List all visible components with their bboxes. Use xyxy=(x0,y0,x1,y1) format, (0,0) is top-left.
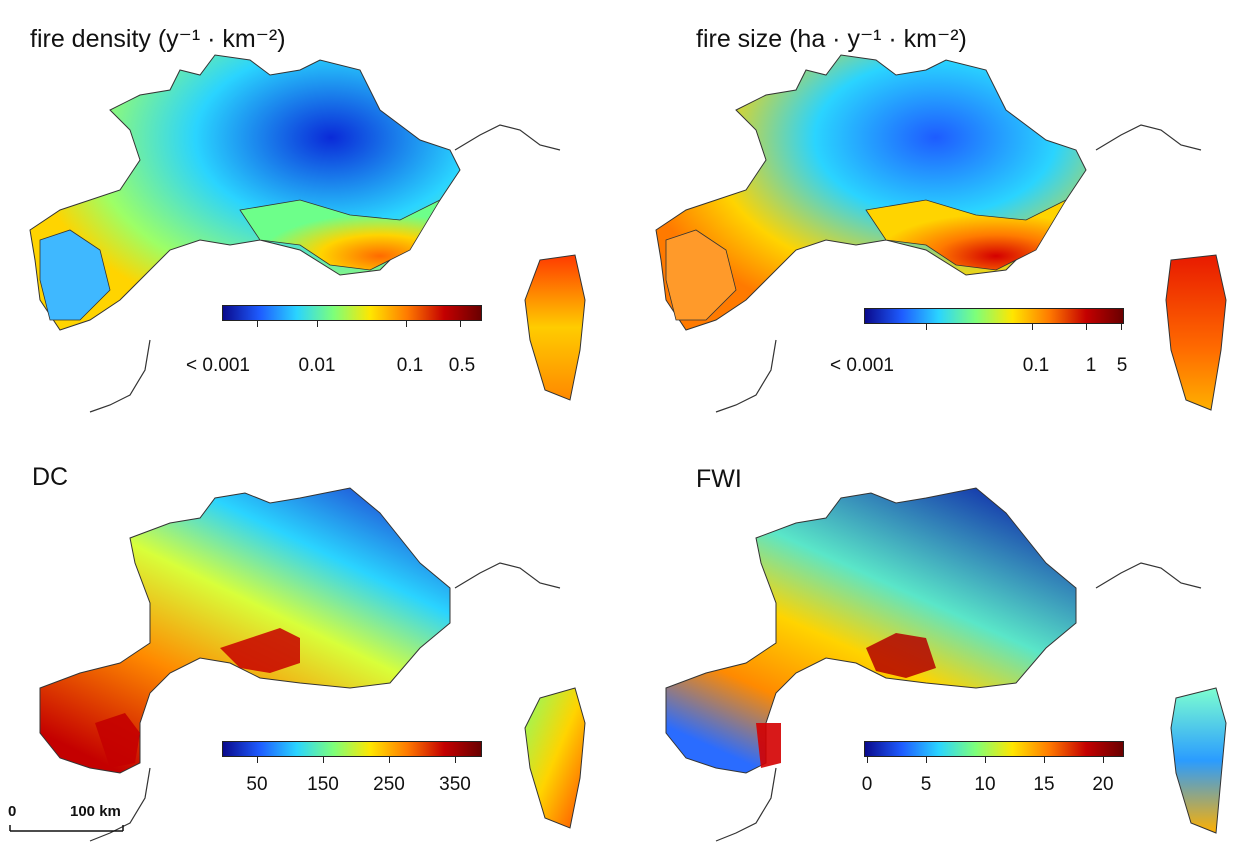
scale-bar xyxy=(9,825,124,832)
scale-bar-end-label: 100 km xyxy=(70,803,121,820)
panel-title: DC xyxy=(32,463,68,492)
title-unit: (y⁻¹ · km⁻²) xyxy=(157,25,286,53)
title-main: fire size xyxy=(696,25,783,53)
colorbar-label: 5 xyxy=(1116,355,1128,376)
colorbar-tick xyxy=(867,757,868,763)
colorbar-label: 50 xyxy=(246,774,268,795)
colorbar-tick xyxy=(460,321,461,327)
colorbar-tick xyxy=(985,757,986,763)
colorbar xyxy=(864,741,1124,757)
title-main: DC xyxy=(32,463,69,491)
map-dc xyxy=(39,487,586,842)
scale-bar-start-label: 0 xyxy=(8,803,17,820)
colorbar-label: 1 xyxy=(1085,355,1097,376)
map-fire-size xyxy=(655,54,1227,413)
title-main: FWI xyxy=(696,465,742,493)
panel-fire-density: fire density (y⁻¹ · km⁻²) < 0.001 0.01 0… xyxy=(0,0,626,423)
colorbar-tick xyxy=(257,757,258,763)
colorbar-tick xyxy=(257,321,258,327)
colorbar-label: 0.5 xyxy=(448,355,476,376)
colorbar-label: 0.01 xyxy=(298,355,336,376)
map-fwi xyxy=(665,487,1227,842)
colorbar-label: 150 xyxy=(307,774,339,795)
colorbar-tick xyxy=(455,757,456,763)
map-fire-density xyxy=(29,54,586,413)
colorbar-tick xyxy=(1103,757,1104,763)
colorbar-tick xyxy=(389,757,390,763)
colorbar-label: 15 xyxy=(1033,774,1055,795)
colorbar-label: 10 xyxy=(974,774,996,795)
colorbar-tick xyxy=(1086,324,1087,330)
panel-title: fire size (ha · y⁻¹ · km⁻²) xyxy=(696,24,967,54)
panel-dc: DC 50 150 250 350 0 100 km xyxy=(0,423,626,846)
panel-fwi: FWI 0 5 10 15 20 xyxy=(626,423,1252,846)
colorbar-tick xyxy=(406,321,407,327)
title-main: fire density xyxy=(30,25,151,53)
colorbar-label: 20 xyxy=(1092,774,1114,795)
colorbar-label: 250 xyxy=(373,774,405,795)
colorbar-tick xyxy=(1032,324,1033,330)
panel-title: FWI xyxy=(696,465,742,494)
colorbar xyxy=(222,305,482,321)
colorbar-tick xyxy=(317,321,318,327)
colorbar-label: 350 xyxy=(439,774,471,795)
colorbar-label: 5 xyxy=(920,774,932,795)
colorbar-tick xyxy=(323,757,324,763)
colorbar-label: 0.1 xyxy=(1022,355,1050,376)
colorbar-tick xyxy=(1044,757,1045,763)
colorbar-tick xyxy=(1121,324,1122,330)
colorbar-label: 0.1 xyxy=(396,355,424,376)
colorbar-label: 0 xyxy=(861,774,873,795)
panel-title: fire density (y⁻¹ · km⁻²) xyxy=(30,24,286,54)
colorbar xyxy=(222,741,482,757)
title-unit: (ha · y⁻¹ · km⁻²) xyxy=(789,25,967,53)
panel-fire-size: fire size (ha · y⁻¹ · km⁻²) < 0.001 0.1 … xyxy=(626,0,1252,423)
colorbar-label: < 0.001 xyxy=(830,355,894,376)
colorbar-tick xyxy=(926,757,927,763)
colorbar-tick xyxy=(926,324,927,330)
colorbar xyxy=(864,308,1124,324)
colorbar-label: < 0.001 xyxy=(186,355,250,376)
